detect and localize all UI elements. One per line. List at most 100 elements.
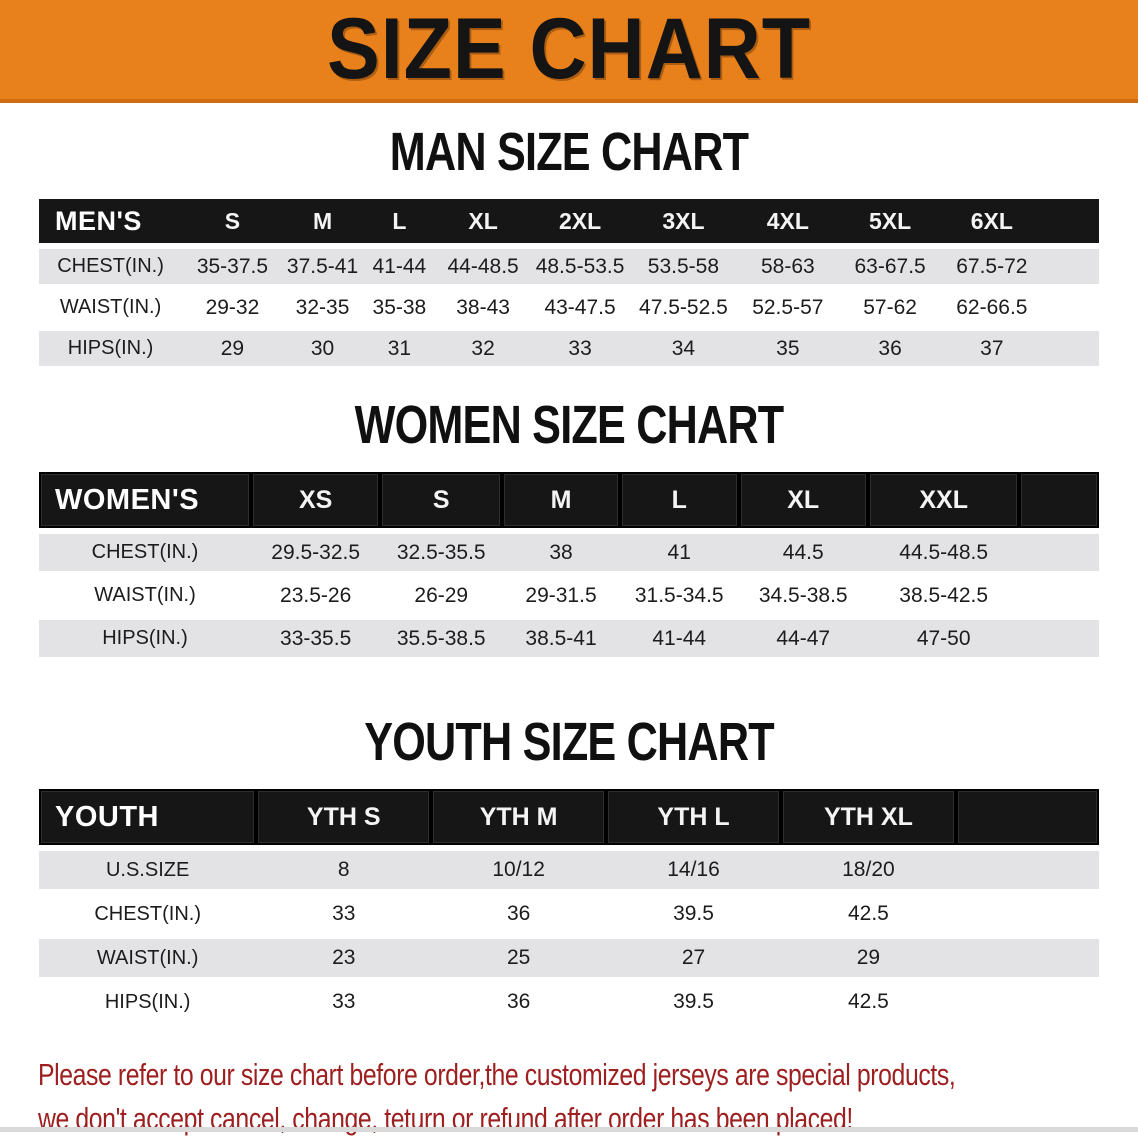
disclaimer-line-2: we don't accept cancel, change, teturn o…: [38, 1101, 853, 1137]
value-cell: 42.5: [780, 895, 956, 933]
size-header-cell: S: [380, 472, 503, 528]
table-row: CHEST(IN.) 33 36 39.5 42.5: [39, 895, 1099, 933]
spacer-cell: [1019, 620, 1099, 657]
value-cell: 44-48.5: [436, 249, 530, 284]
table-row: U.S.SIZE 8 10/12 14/16 18/20: [39, 851, 1099, 889]
table-row: HIPS(IN.) 29 30 31 32 33 34 35 36 37: [39, 331, 1099, 366]
value-cell: 38-43: [436, 290, 530, 325]
spacer-cell: [1042, 249, 1099, 284]
value-cell: 35-38: [362, 290, 437, 325]
value-cell: 38: [502, 534, 620, 571]
value-cell: 63-67.5: [839, 249, 941, 284]
youth-size-chart-section: YOUTH SIZE CHART YOUTH YTH S YTH M YTH L YTH…: [0, 715, 1138, 1027]
table-row: HIPS(IN.) 33 36 39.5 42.5: [39, 983, 1099, 1021]
row-label-cell: CHEST(IN.): [39, 534, 251, 571]
row-label-cell: CHEST(IN.): [39, 249, 183, 284]
banner: SIZE CHART: [0, 0, 1138, 103]
value-cell: 47-50: [867, 620, 1020, 657]
value-cell: 57-62: [839, 290, 941, 325]
value-cell: 38.5-42.5: [867, 577, 1020, 614]
value-cell: 35-37.5: [182, 249, 283, 284]
row-label-cell: HIPS(IN.): [39, 620, 251, 657]
men-size-chart-section: MAN SIZE CHART MEN'S S M L XL 2XL 3XL 4XL 5XL 6XL…: [0, 103, 1138, 372]
value-cell: 53.5-58: [630, 249, 737, 284]
size-header-cell: L: [619, 472, 739, 528]
value-cell: 34.5-38.5: [738, 577, 868, 614]
value-cell: 10/12: [431, 851, 607, 889]
spacer-cell: [955, 851, 1099, 889]
table-row: CHEST(IN.) 35-37.5 37.5-41 41-44 44-48.5 48.5…: [39, 249, 1099, 284]
men-section-heading: MAN SIZE CHART: [0, 103, 1138, 179]
size-header-cell: 6XL: [940, 199, 1043, 243]
size-header-cell: YTH M: [431, 789, 607, 845]
row-label-cell: WAIST(IN.): [39, 577, 251, 614]
size-header-cell: 4XL: [736, 199, 840, 243]
value-cell: 47.5-52.5: [630, 290, 737, 325]
spacer-cell: [955, 789, 1099, 845]
table-header-row: WOMEN'S XS S M L XL XXL: [39, 472, 1099, 528]
spacer-cell: [1042, 290, 1099, 325]
size-header-cell: M: [282, 199, 363, 243]
row-label-cell: WAIST(IN.): [39, 290, 183, 325]
men-size-table: MEN'S S M L XL 2XL 3XL 4XL 5XL 6XL CHEST(IN.) 35-3…: [39, 193, 1099, 372]
value-cell: 29: [780, 939, 956, 977]
value-cell: 58-63: [736, 249, 840, 284]
value-cell: 33-35.5: [251, 620, 381, 657]
spacer-cell: [1019, 577, 1099, 614]
value-cell: 36: [839, 331, 941, 366]
spacer-cell: [1042, 199, 1099, 243]
size-header-cell: 2XL: [529, 199, 631, 243]
size-header-cell: L: [362, 199, 437, 243]
header-label-cell: WOMEN'S: [39, 472, 251, 528]
value-cell: 34: [630, 331, 737, 366]
spacer-cell: [955, 983, 1099, 1021]
value-cell: 32-35: [282, 290, 363, 325]
size-header-cell: YTH S: [256, 789, 432, 845]
value-cell: 35: [736, 331, 840, 366]
value-cell: 38.5-41: [502, 620, 620, 657]
header-label-cell: YOUTH: [39, 789, 257, 845]
value-cell: 31: [362, 331, 437, 366]
value-cell: 14/16: [606, 851, 781, 889]
size-header-cell: S: [182, 199, 283, 243]
size-header-cell: YTH XL: [780, 789, 956, 845]
spacer-cell: [955, 895, 1099, 933]
value-cell: 25: [431, 939, 607, 977]
value-cell: 35.5-38.5: [380, 620, 503, 657]
women-size-chart-section: WOMEN SIZE CHART WOMEN'S XS S M L XL XXL CHEST…: [0, 398, 1138, 663]
table-row: WAIST(IN.) 23 25 27 29: [39, 939, 1099, 977]
value-cell: 37: [940, 331, 1043, 366]
spacer-cell: [1042, 331, 1099, 366]
size-header-cell: YTH L: [606, 789, 781, 845]
bottom-edge-strip: [0, 1127, 1138, 1132]
row-label-cell: HIPS(IN.): [39, 331, 183, 366]
value-cell: 23: [256, 939, 432, 977]
value-cell: 44-47: [738, 620, 868, 657]
table-row: HIPS(IN.) 33-35.5 35.5-38.5 38.5-41 41-44 44-…: [39, 620, 1099, 657]
value-cell: 32: [436, 331, 530, 366]
value-cell: 43-47.5: [529, 290, 631, 325]
value-cell: 26-29: [380, 577, 503, 614]
value-cell: 33: [256, 895, 432, 933]
youth-size-table: YOUTH YTH S YTH M YTH L YTH XL U.S.SIZE 8 10/1…: [39, 783, 1099, 1027]
section-heading-text: MAN SIZE CHART: [389, 122, 749, 182]
value-cell: 30: [282, 331, 363, 366]
value-cell: 36: [431, 895, 607, 933]
size-header-cell: 3XL: [630, 199, 737, 243]
section-heading-text: WOMEN SIZE CHART: [354, 395, 785, 455]
spacer-cell: [1019, 534, 1099, 571]
value-cell: 27: [606, 939, 781, 977]
row-label-cell: U.S.SIZE: [39, 851, 257, 889]
value-cell: 29-32: [182, 290, 283, 325]
row-label-cell: HIPS(IN.): [39, 983, 257, 1021]
value-cell: 44.5: [738, 534, 868, 571]
value-cell: 62-66.5: [940, 290, 1043, 325]
value-cell: 67.5-72: [940, 249, 1043, 284]
size-header-cell: XL: [738, 472, 868, 528]
row-label-cell: CHEST(IN.): [39, 895, 257, 933]
value-cell: 31.5-34.5: [619, 577, 739, 614]
value-cell: 42.5: [780, 983, 956, 1021]
spacer-cell: [955, 939, 1099, 977]
value-cell: 52.5-57: [736, 290, 840, 325]
